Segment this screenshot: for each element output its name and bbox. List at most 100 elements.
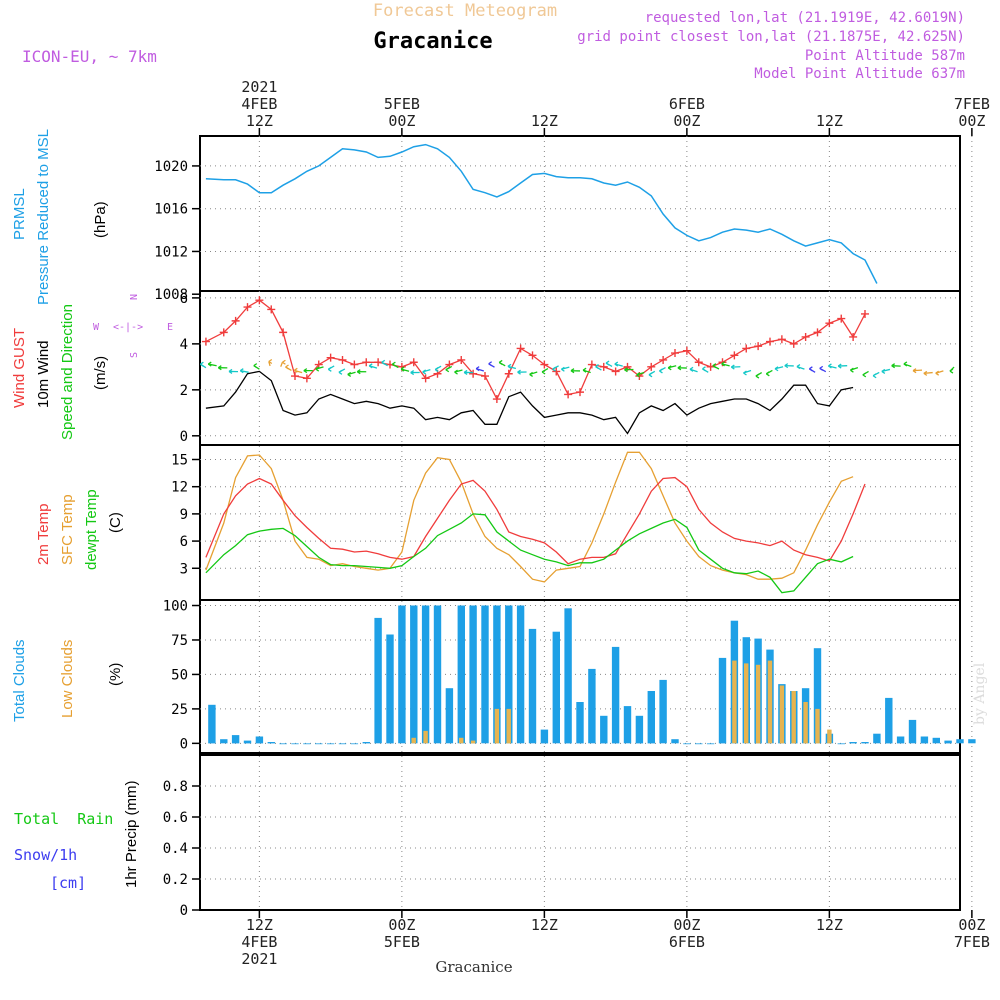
total-clouds-bar xyxy=(647,691,655,744)
total-clouds-bar xyxy=(968,739,976,744)
wind-gust-marker xyxy=(504,369,513,378)
temp-dewpt-line xyxy=(205,513,854,594)
wind-dir-arrowhead xyxy=(912,368,917,374)
wind-gust-marker xyxy=(219,328,228,337)
wind-gust-marker xyxy=(201,337,210,346)
temp-ytick-label: 3 xyxy=(180,561,188,577)
wind-gust-marker xyxy=(599,362,608,371)
wind-dir-arrowhead xyxy=(381,359,386,365)
total-clouds-bar xyxy=(873,733,881,744)
total-clouds-bar xyxy=(706,743,715,745)
wind-gust-marker xyxy=(766,337,774,346)
total-clouds-bar xyxy=(481,605,489,744)
clouds-panel-frame xyxy=(199,599,961,754)
snow-label: Snow/1h xyxy=(14,846,77,864)
temp-sfc-line xyxy=(205,451,854,583)
wind-gust-marker xyxy=(421,374,430,383)
wind-dir-arrowhead xyxy=(507,363,512,369)
wind-gust-marker xyxy=(777,335,786,344)
wind-gust-marker xyxy=(837,314,846,323)
low-clouds-bar xyxy=(411,737,416,744)
temp-ytick-label: 15 xyxy=(171,453,188,469)
low-clouds-bar xyxy=(732,660,737,744)
wind-dir-arrowhead xyxy=(923,370,928,376)
total-clouds-bar xyxy=(303,743,311,745)
wind-gust-marker xyxy=(302,374,311,383)
wind-gust-marker xyxy=(457,355,466,364)
temp-sfc-label: SFC Temp xyxy=(59,494,76,565)
wind-gust-marker xyxy=(564,390,573,399)
wind-dir-arrowhead xyxy=(400,366,405,372)
total-clouds-bar xyxy=(386,634,394,744)
location-title: Gracanice xyxy=(373,29,492,54)
wind-ytick-label: 6 xyxy=(180,291,188,307)
temp-dewpt-label: dewpt Temp xyxy=(83,489,100,570)
top-time-label: 6FEB xyxy=(669,95,705,113)
prmsl-label: PRMSL xyxy=(11,188,28,240)
wind-dir-arrowhead xyxy=(445,367,450,373)
wind-dir-arrowhead xyxy=(410,370,415,376)
wind-dir-arrowhead xyxy=(605,360,610,366)
wind-dir-arrowhead xyxy=(338,369,343,375)
low-clouds-bar xyxy=(459,737,464,744)
wind-gust-marker xyxy=(647,362,656,371)
wind-gust-marker xyxy=(326,353,335,362)
total-clouds-bar xyxy=(552,631,560,744)
top-time-label: 12Z xyxy=(531,112,558,130)
pressure-ytick-label: 1016 xyxy=(154,202,188,218)
requested-coords: requested lon,lat (21.1919E, 42.6019N) xyxy=(645,10,965,26)
pressure-unit: (hPa) xyxy=(92,201,109,238)
temp-unit: (C) xyxy=(107,512,124,533)
wind-gust-marker xyxy=(279,328,288,337)
wind-gust-marker xyxy=(849,332,858,341)
pressure-panel-frame xyxy=(199,135,961,292)
wind-gust-marker xyxy=(789,339,798,348)
wind-dir-arrowhead xyxy=(541,369,546,375)
precip-ytick-label: 0.4 xyxy=(163,841,188,857)
wind-dir-arrowhead xyxy=(282,359,286,365)
wind-dir-arrowhead xyxy=(667,365,672,371)
bottom-time-label: 4FEB xyxy=(241,933,277,951)
wind-dir-arrowhead xyxy=(702,366,706,372)
temp-panel-frame xyxy=(199,444,961,601)
wind-dir-arrowhead xyxy=(239,368,244,374)
wind-gust-marker xyxy=(706,362,715,371)
total-clouds-bar xyxy=(374,617,382,744)
low-clouds-bar xyxy=(744,663,749,744)
total-clouds-bar xyxy=(920,736,929,744)
wind-dir-arrowhead xyxy=(935,370,940,376)
compass-e: E xyxy=(167,322,173,333)
temp-ytick-label: 9 xyxy=(180,507,188,523)
total-clouds-bar xyxy=(956,739,964,744)
wind-dir-arrowhead xyxy=(529,371,533,377)
total-clouds-bar xyxy=(695,743,703,745)
total-clouds-bar xyxy=(220,739,228,744)
wind-gust-marker xyxy=(576,388,584,397)
wind-dir-label: Speed and Direction xyxy=(59,304,76,440)
low-clouds-bar xyxy=(423,730,428,744)
wind-gust-marker xyxy=(659,355,668,364)
wind-gust-marker xyxy=(338,355,347,364)
wind-gust-marker xyxy=(682,346,691,355)
temp-2m-line xyxy=(205,476,866,565)
rain-label: Total Rain xyxy=(14,810,113,828)
bottom-time-label: 00Z xyxy=(673,916,700,934)
wind-dir-arrowhead xyxy=(730,364,735,370)
wind-gust-marker xyxy=(754,342,763,351)
wind-dir-arrowhead xyxy=(561,366,565,372)
top-time-label: 7FEB xyxy=(954,95,990,113)
wind-dir-arrowhead xyxy=(475,366,480,372)
wind-dir-arrowhead xyxy=(689,366,694,372)
wind-gust-marker xyxy=(231,316,240,325)
compass-legend: N W <-|-> E S xyxy=(93,294,173,358)
wind-dir-arrowhead xyxy=(819,365,824,371)
total-clouds-bar xyxy=(469,605,477,744)
total-clouds-bar xyxy=(564,608,572,744)
total-clouds-bar xyxy=(576,702,584,744)
wind-gust-marker xyxy=(291,372,299,381)
total-clouds-bar xyxy=(908,719,917,744)
wind-dir-arrow xyxy=(923,371,933,375)
top-time-label: 12Z xyxy=(246,112,273,130)
wind-dir-arrowhead xyxy=(903,361,908,367)
